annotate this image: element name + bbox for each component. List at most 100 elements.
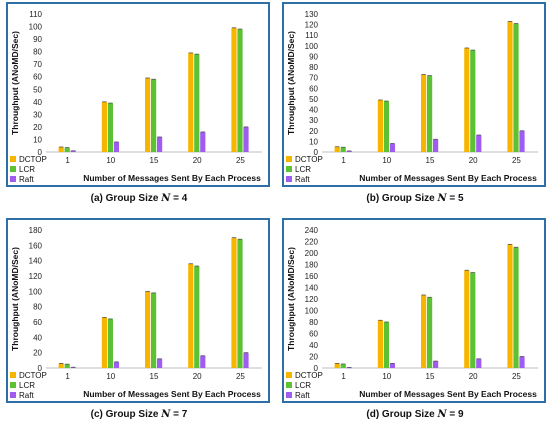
y-tick-label: 0 <box>314 148 319 157</box>
y-tick-label: 10 <box>309 137 318 146</box>
y-tick-label: 160 <box>29 241 43 250</box>
bar-raft-25 <box>519 356 525 368</box>
y-tick-label: 110 <box>305 31 318 40</box>
chart-caption: (d) Group Size N = 9 <box>280 409 550 420</box>
bar-lcr-10 <box>383 101 389 152</box>
legend-swatch-raft <box>10 176 16 182</box>
x-axis-label: Number of Messages Sent By Each Process <box>83 173 261 183</box>
bar-raft-20 <box>200 355 206 368</box>
chart-frame <box>6 218 270 403</box>
x-axis-label: Number of Messages Sent By Each Process <box>83 389 261 399</box>
legend-swatch-dctop <box>286 156 292 162</box>
caption-prefix: (a) Group Size <box>90 193 159 204</box>
y-tick-label: 60 <box>309 330 318 339</box>
legend-swatch-lcr <box>286 382 292 388</box>
y-tick-label: 140 <box>29 257 43 266</box>
bar-lcr-1 <box>64 364 70 368</box>
y-tick-label: 240 <box>305 226 319 235</box>
legend-label-lcr: LCR <box>295 165 311 174</box>
bar-dctop-20 <box>188 52 194 152</box>
x-tick-label: 1 <box>65 372 70 381</box>
bar-lcr-25 <box>237 239 243 368</box>
legend-swatch-lcr <box>10 166 16 172</box>
legend-label-raft: Raft <box>19 175 34 184</box>
legend-label-dctop: DCTOP <box>19 155 47 164</box>
y-tick-label: 130 <box>305 10 319 19</box>
bar-raft-20 <box>476 135 482 152</box>
bar-lcr-20 <box>194 266 200 368</box>
bar-chart: 0 20 40 60 80 100 120 140 160 180 200 220 240 1 10 15 20… <box>286 226 538 400</box>
x-tick-label: 20 <box>193 372 202 381</box>
legend-swatch-dctop <box>10 156 16 162</box>
bar-dctop-25 <box>231 27 237 152</box>
legend-label-dctop: DCTOP <box>19 371 47 380</box>
y-tick-label: 20 <box>33 349 42 358</box>
x-tick-label: 20 <box>469 156 478 165</box>
y-tick-label: 80 <box>309 318 318 327</box>
bar-raft-25 <box>519 130 525 152</box>
legend-label-lcr: LCR <box>19 165 35 174</box>
legend-label-raft: Raft <box>19 391 34 400</box>
bar-dctop-20 <box>464 270 470 368</box>
x-tick-label: 20 <box>193 156 202 165</box>
bar-dctop-10 <box>377 320 383 368</box>
chart-panel-1: 0 10 20 30 40 50 60 70 80 90 100 110 120 130 1 10 15 20 25… <box>280 0 550 210</box>
y-tick-label: 90 <box>33 35 42 44</box>
bar-lcr-1 <box>340 147 346 152</box>
y-tick-label: 60 <box>309 84 318 93</box>
y-tick-label: 30 <box>309 116 318 125</box>
chart-frame <box>282 218 546 403</box>
bar-dctop-15 <box>145 77 151 152</box>
legend-label-dctop: DCTOP <box>295 371 323 380</box>
y-tick-label: 120 <box>305 21 319 30</box>
bar-dctop-1 <box>58 146 64 152</box>
y-tick-label: 0 <box>38 148 43 157</box>
bar-dctop-10 <box>377 99 383 152</box>
chart-panel-2: 0 20 40 60 80 100 120 140 160 180 1 10 15 20 25 Through… <box>4 216 274 426</box>
y-tick-label: 100 <box>305 42 319 51</box>
y-tick-label: 80 <box>309 63 318 72</box>
caption-variable: N <box>437 193 447 204</box>
bar-raft-20 <box>476 358 482 368</box>
x-axis-label: Number of Messages Sent By Each Process <box>359 389 537 399</box>
bar-dctop-25 <box>231 237 237 368</box>
legend-label-lcr: LCR <box>295 381 311 390</box>
caption-value: = 7 <box>173 409 188 420</box>
x-tick-label: 1 <box>65 156 70 165</box>
bar-lcr-1 <box>64 147 70 152</box>
x-tick-label: 25 <box>236 372 245 381</box>
bar-lcr-1 <box>340 363 346 368</box>
caption-value: = 5 <box>449 193 464 204</box>
y-axis-label: Throughput (ANoMD/Sec) <box>286 247 296 351</box>
bar-dctop-10 <box>101 317 107 368</box>
bar-raft-15 <box>157 358 163 368</box>
x-tick-label: 25 <box>512 156 521 165</box>
caption-variable: N <box>161 193 171 204</box>
x-tick-label: 1 <box>341 156 346 165</box>
caption-variable: N <box>161 409 171 420</box>
legend-swatch-lcr <box>286 166 292 172</box>
y-tick-label: 120 <box>29 272 43 281</box>
bar-lcr-20 <box>470 50 476 152</box>
y-tick-label: 20 <box>309 353 318 362</box>
legend-label-dctop: DCTOP <box>295 155 323 164</box>
y-tick-label: 30 <box>33 110 42 119</box>
x-tick-label: 15 <box>150 156 159 165</box>
bar-lcr-10 <box>107 103 113 152</box>
chart-panel-0: 0 10 20 30 40 50 60 70 80 90 100 110 1 10 15 20 25 Throug… <box>4 0 274 210</box>
x-tick-label: 25 <box>236 156 245 165</box>
bar-raft-25 <box>243 126 249 152</box>
y-tick-label: 40 <box>309 106 318 115</box>
bar-lcr-15 <box>427 297 433 368</box>
y-tick-label: 100 <box>305 307 319 316</box>
bar-dctop-20 <box>188 263 194 368</box>
y-axis-label: Throughput (ANoMD/Sec) <box>286 31 296 135</box>
y-axis-label: Throughput (ANoMD/Sec) <box>10 31 20 135</box>
y-tick-label: 140 <box>305 284 319 293</box>
legend-swatch-dctop <box>10 372 16 378</box>
x-tick-label: 10 <box>382 156 391 165</box>
bar-lcr-25 <box>513 23 519 152</box>
bar-dctop-1 <box>334 146 340 152</box>
y-tick-label: 120 <box>305 295 319 304</box>
